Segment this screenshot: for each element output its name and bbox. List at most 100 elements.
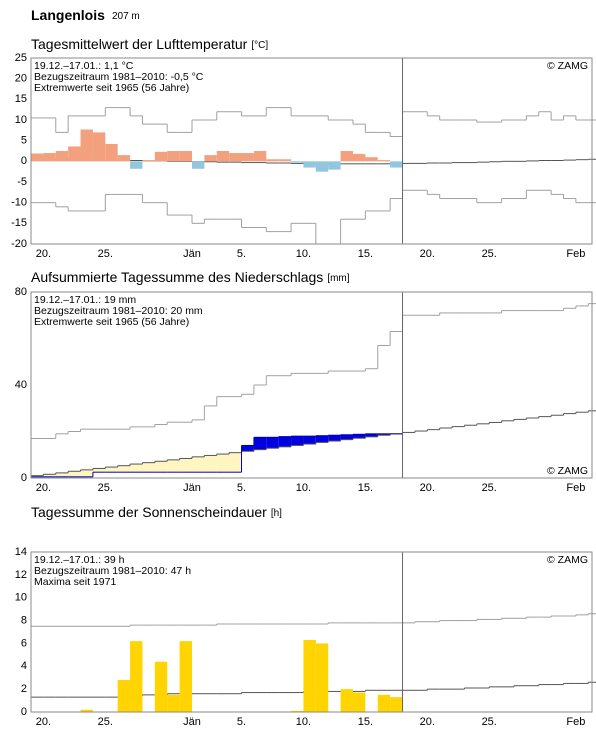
y-tick-label: 80 xyxy=(15,286,27,298)
bar xyxy=(291,161,304,163)
y-tick-label: 8 xyxy=(21,614,27,626)
y-tick-label: 0 xyxy=(21,155,27,167)
y-tick-label: 0 xyxy=(21,706,27,718)
bar xyxy=(340,689,353,712)
y-tick-label: 4 xyxy=(21,660,27,672)
bar xyxy=(43,153,56,162)
y-tick-label: 25 xyxy=(15,52,27,64)
difference-fill xyxy=(340,434,353,440)
y-tick-label: -15 xyxy=(11,217,27,229)
bar xyxy=(204,155,217,162)
y-tick-label: 12 xyxy=(15,569,27,581)
difference-fill xyxy=(204,455,217,473)
annotation: Bezugszeitraum 1981–2010: -0,5 °C xyxy=(34,71,204,83)
annotation: 19.12.–17.01.: 39 h xyxy=(34,554,125,566)
x-tick-label: 5. xyxy=(237,716,246,728)
x-tick-label: 15. xyxy=(358,248,373,260)
difference-fill xyxy=(315,435,329,443)
title-text: Tagesmittelwert der Lufttemperatur xyxy=(31,36,248,52)
difference-fill xyxy=(68,471,81,477)
bar xyxy=(105,143,118,162)
x-tick-label: Feb xyxy=(566,482,585,494)
bar xyxy=(167,694,180,712)
bar xyxy=(117,155,131,162)
bar xyxy=(377,160,391,162)
chart: Tagesmittelwert der Lufttemperatur [°C] -2… xyxy=(11,36,596,260)
difference-fill xyxy=(43,474,56,477)
difference-fill xyxy=(241,445,254,452)
y-tick-label: 40 xyxy=(15,379,27,391)
difference-fill xyxy=(291,436,304,446)
bar xyxy=(130,161,143,169)
bar xyxy=(303,640,316,712)
bar xyxy=(191,161,205,169)
bar xyxy=(266,159,279,162)
difference-fill xyxy=(266,437,279,449)
plot-frame xyxy=(30,57,593,245)
bar xyxy=(80,129,93,162)
x-tick-label: 10. xyxy=(296,482,311,494)
bar xyxy=(80,709,93,712)
x-tick-label: 15. xyxy=(358,716,373,728)
y-tick-label: -5 xyxy=(17,176,27,188)
credit: © ZAMG xyxy=(547,60,588,72)
station-elevation: 207 m xyxy=(112,11,140,22)
bar xyxy=(92,132,106,162)
title-text: Aufsummierte Tagessumme des Niederschlag… xyxy=(31,269,323,285)
difference-fill xyxy=(253,437,267,450)
y-tick-label: 14 xyxy=(15,546,27,558)
x-tick-label: Jän xyxy=(183,482,201,494)
chart-title: Tagessumme der Sonnenscheindauer [h] xyxy=(31,504,282,520)
bar xyxy=(303,161,316,168)
difference-fill xyxy=(278,436,292,447)
bar xyxy=(328,161,341,170)
y-tick-label: -10 xyxy=(11,197,27,209)
y-tick-label: 6 xyxy=(21,637,27,649)
chart: Aufsummierte Tagessumme des Niederschlag… xyxy=(15,269,596,494)
x-tick-label: 20. xyxy=(36,248,51,260)
title-unit: [h] xyxy=(271,508,282,519)
difference-fill xyxy=(365,433,378,437)
bar xyxy=(229,153,242,162)
difference-fill xyxy=(92,468,106,473)
bar xyxy=(390,161,403,168)
bar xyxy=(167,151,180,162)
annotation: 19.12.–17.01.: 1,1 °C xyxy=(34,60,134,72)
credit: © ZAMG xyxy=(547,465,588,477)
bar xyxy=(352,153,366,162)
bar xyxy=(117,680,131,712)
plot-frame xyxy=(30,551,593,713)
bar xyxy=(216,151,230,162)
x-tick-label: 20. xyxy=(420,248,435,260)
x-tick-label: 20. xyxy=(420,716,435,728)
x-tick-label: Feb xyxy=(566,716,585,728)
x-tick-label: 20. xyxy=(36,716,51,728)
plot-frame xyxy=(30,291,593,479)
bar xyxy=(253,151,267,162)
station-name: Langenlois xyxy=(31,7,105,23)
y-tick-label: 10 xyxy=(15,114,27,126)
difference-fill xyxy=(377,433,391,436)
bar xyxy=(68,146,81,162)
bar xyxy=(241,153,254,162)
difference-fill xyxy=(55,472,69,477)
y-tick-label: 10 xyxy=(15,592,27,604)
bar xyxy=(278,159,292,162)
difference-fill xyxy=(191,456,205,473)
bar xyxy=(340,151,353,162)
difference-fill xyxy=(352,434,366,439)
annotation: Extremwerte seit 1965 (56 Jahre) xyxy=(34,316,189,328)
x-tick-label: 5. xyxy=(237,248,246,260)
bar xyxy=(390,697,403,712)
bar xyxy=(154,151,168,162)
x-tick-label: 20. xyxy=(420,482,435,494)
y-tick-label: 2 xyxy=(21,683,27,695)
difference-fill xyxy=(154,461,168,473)
chart-title: Tagesmittelwert der Lufttemperatur [°C] xyxy=(31,36,268,52)
difference-fill xyxy=(303,436,316,445)
annotation: 19.12.–17.01.: 19 mm xyxy=(34,294,136,306)
bar xyxy=(154,661,168,712)
bar xyxy=(55,151,69,162)
difference-fill xyxy=(216,454,230,473)
x-tick-label: Feb xyxy=(566,248,585,260)
